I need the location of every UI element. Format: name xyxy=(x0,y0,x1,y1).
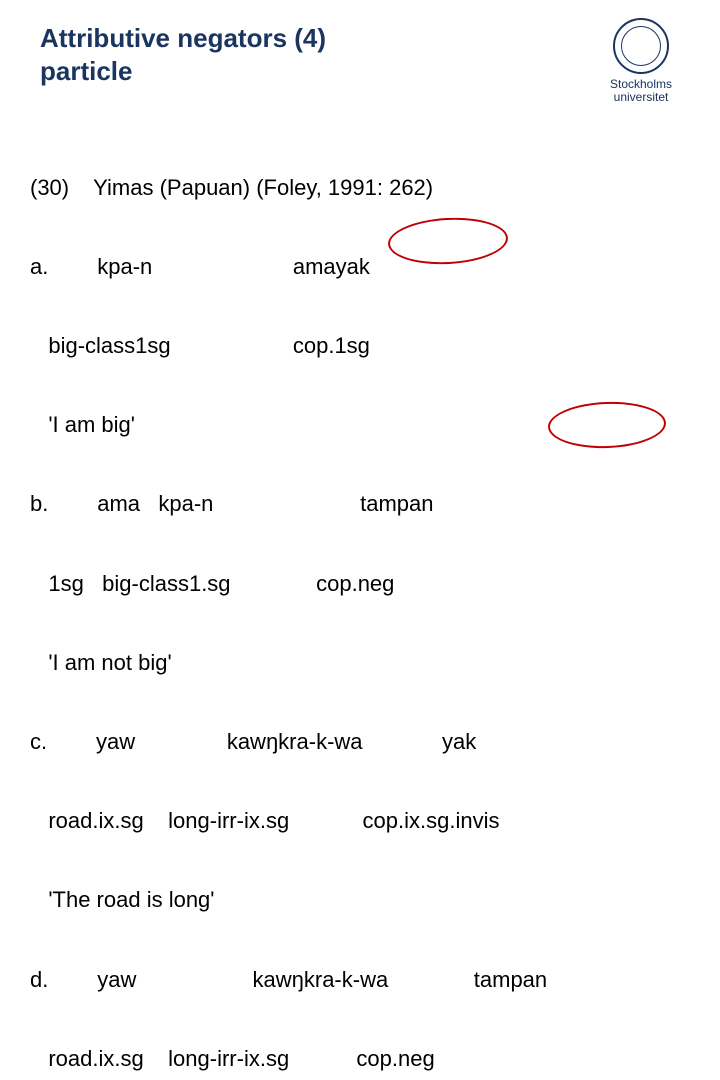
line-7: c. yaw kawŋkra-k-wa yak xyxy=(30,729,547,755)
line-1: a. kpa-n amayak xyxy=(30,254,547,280)
line-11: road.ix.sg long-irr-ix.sg cop.neg xyxy=(30,1046,547,1072)
example-block: (30) Yimas (Papuan) (Foley, 1991: 262) a… xyxy=(30,122,547,1080)
line-10: d. yaw kawŋkra-k-wa tampan xyxy=(30,967,547,993)
line-5: 1sg big-class1.sg cop.neg xyxy=(30,571,547,597)
highlight-ellipse-2 xyxy=(547,400,667,450)
line-3: 'I am big' xyxy=(30,412,547,438)
line-2: big-class1sg cop.1sg xyxy=(30,333,547,359)
slide-title: Attributive negators (4)particle xyxy=(40,22,326,87)
university-logo: Stockholms universitet xyxy=(586,18,696,104)
logo-emblem-icon xyxy=(613,18,669,74)
line-0: (30) Yimas (Papuan) (Foley, 1991: 262) xyxy=(30,175,547,201)
line-4: b. ama kpa-n tampan xyxy=(30,491,547,517)
logo-text-line2: universitet xyxy=(586,91,696,104)
line-6: 'I am not big' xyxy=(30,650,547,676)
line-8: road.ix.sg long-irr-ix.sg cop.ix.sg.invi… xyxy=(30,808,547,834)
line-9: 'The road is long' xyxy=(30,887,547,913)
